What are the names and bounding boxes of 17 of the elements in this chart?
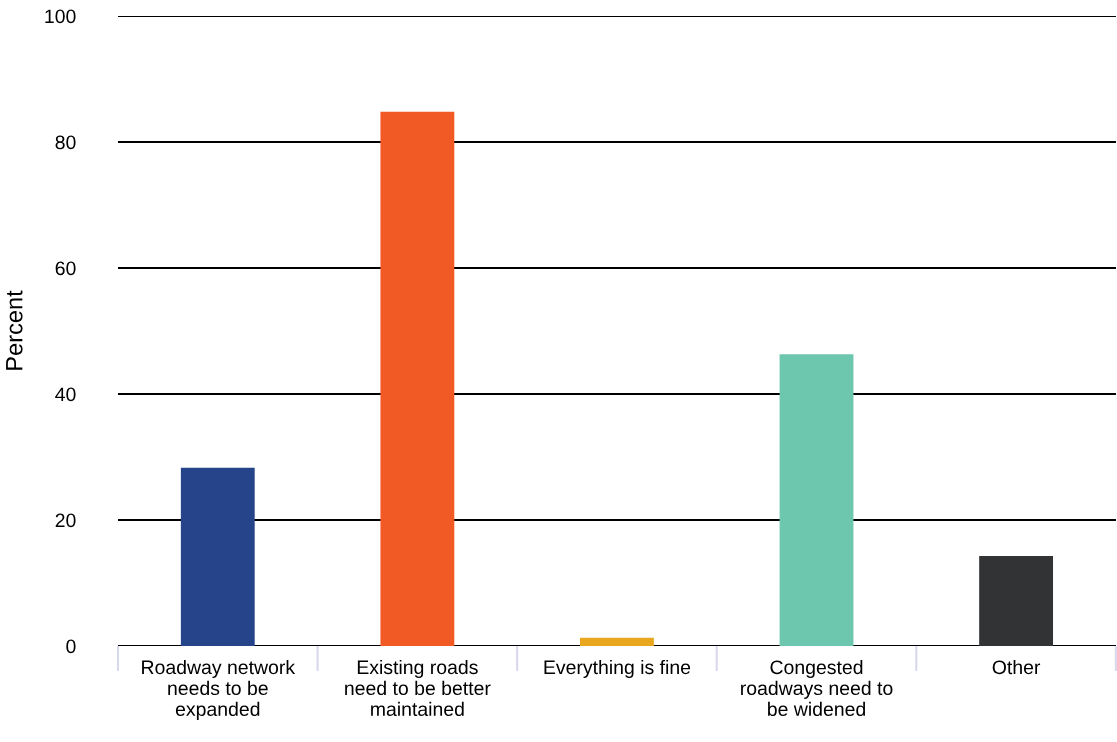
x-tick-label: Existing roads need to be better maintained (345, 659, 491, 717)
x-tick-label: Everything is fine (544, 659, 691, 679)
y-axis-title: Percent (6, 290, 23, 370)
y-tick-label: 0 (66, 639, 76, 654)
y-tick-label: 80 (55, 135, 76, 150)
bar (180, 467, 255, 646)
bar (979, 555, 1054, 646)
y-tick-label: 60 (55, 261, 76, 276)
y-tick-label: 100 (45, 9, 76, 24)
bar (779, 354, 854, 646)
bar (380, 111, 455, 646)
x-tick-label: Other (992, 659, 1041, 675)
bar (580, 637, 654, 646)
x-tick-label: Congested roadways need to be widened (741, 659, 893, 717)
x-tick-label: Roadway network needs to be expanded (142, 659, 296, 720)
y-tick-label: 40 (55, 387, 76, 402)
y-tick-label: 20 (55, 513, 76, 528)
